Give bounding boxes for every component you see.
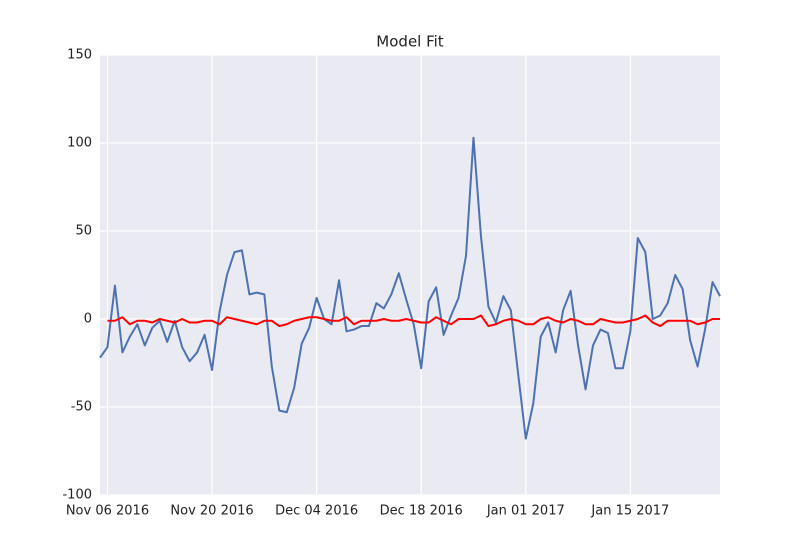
y-tick-label: 0: [84, 312, 92, 327]
y-tick-label: 150: [67, 48, 92, 63]
x-tick-label: Nov 20 2016: [170, 504, 253, 519]
data-line: [99, 136, 721, 440]
chart-title: Model Fit: [376, 33, 444, 51]
y-tick-label: 100: [67, 136, 92, 151]
x-tick-label: Nov 06 2016: [66, 504, 149, 519]
data-line: [107, 314, 720, 328]
x-tick-label: Jan 15 2017: [590, 504, 669, 519]
plot-area: [100, 55, 720, 495]
x-tick-label: Dec 04 2016: [275, 504, 358, 519]
x-tick-label: Dec 18 2016: [380, 504, 463, 519]
y-tick-label: -100: [62, 488, 92, 503]
x-tick-label: Jan 01 2017: [486, 504, 565, 519]
y-tick-label: -50: [71, 400, 92, 415]
y-tick-label: 50: [75, 224, 92, 239]
